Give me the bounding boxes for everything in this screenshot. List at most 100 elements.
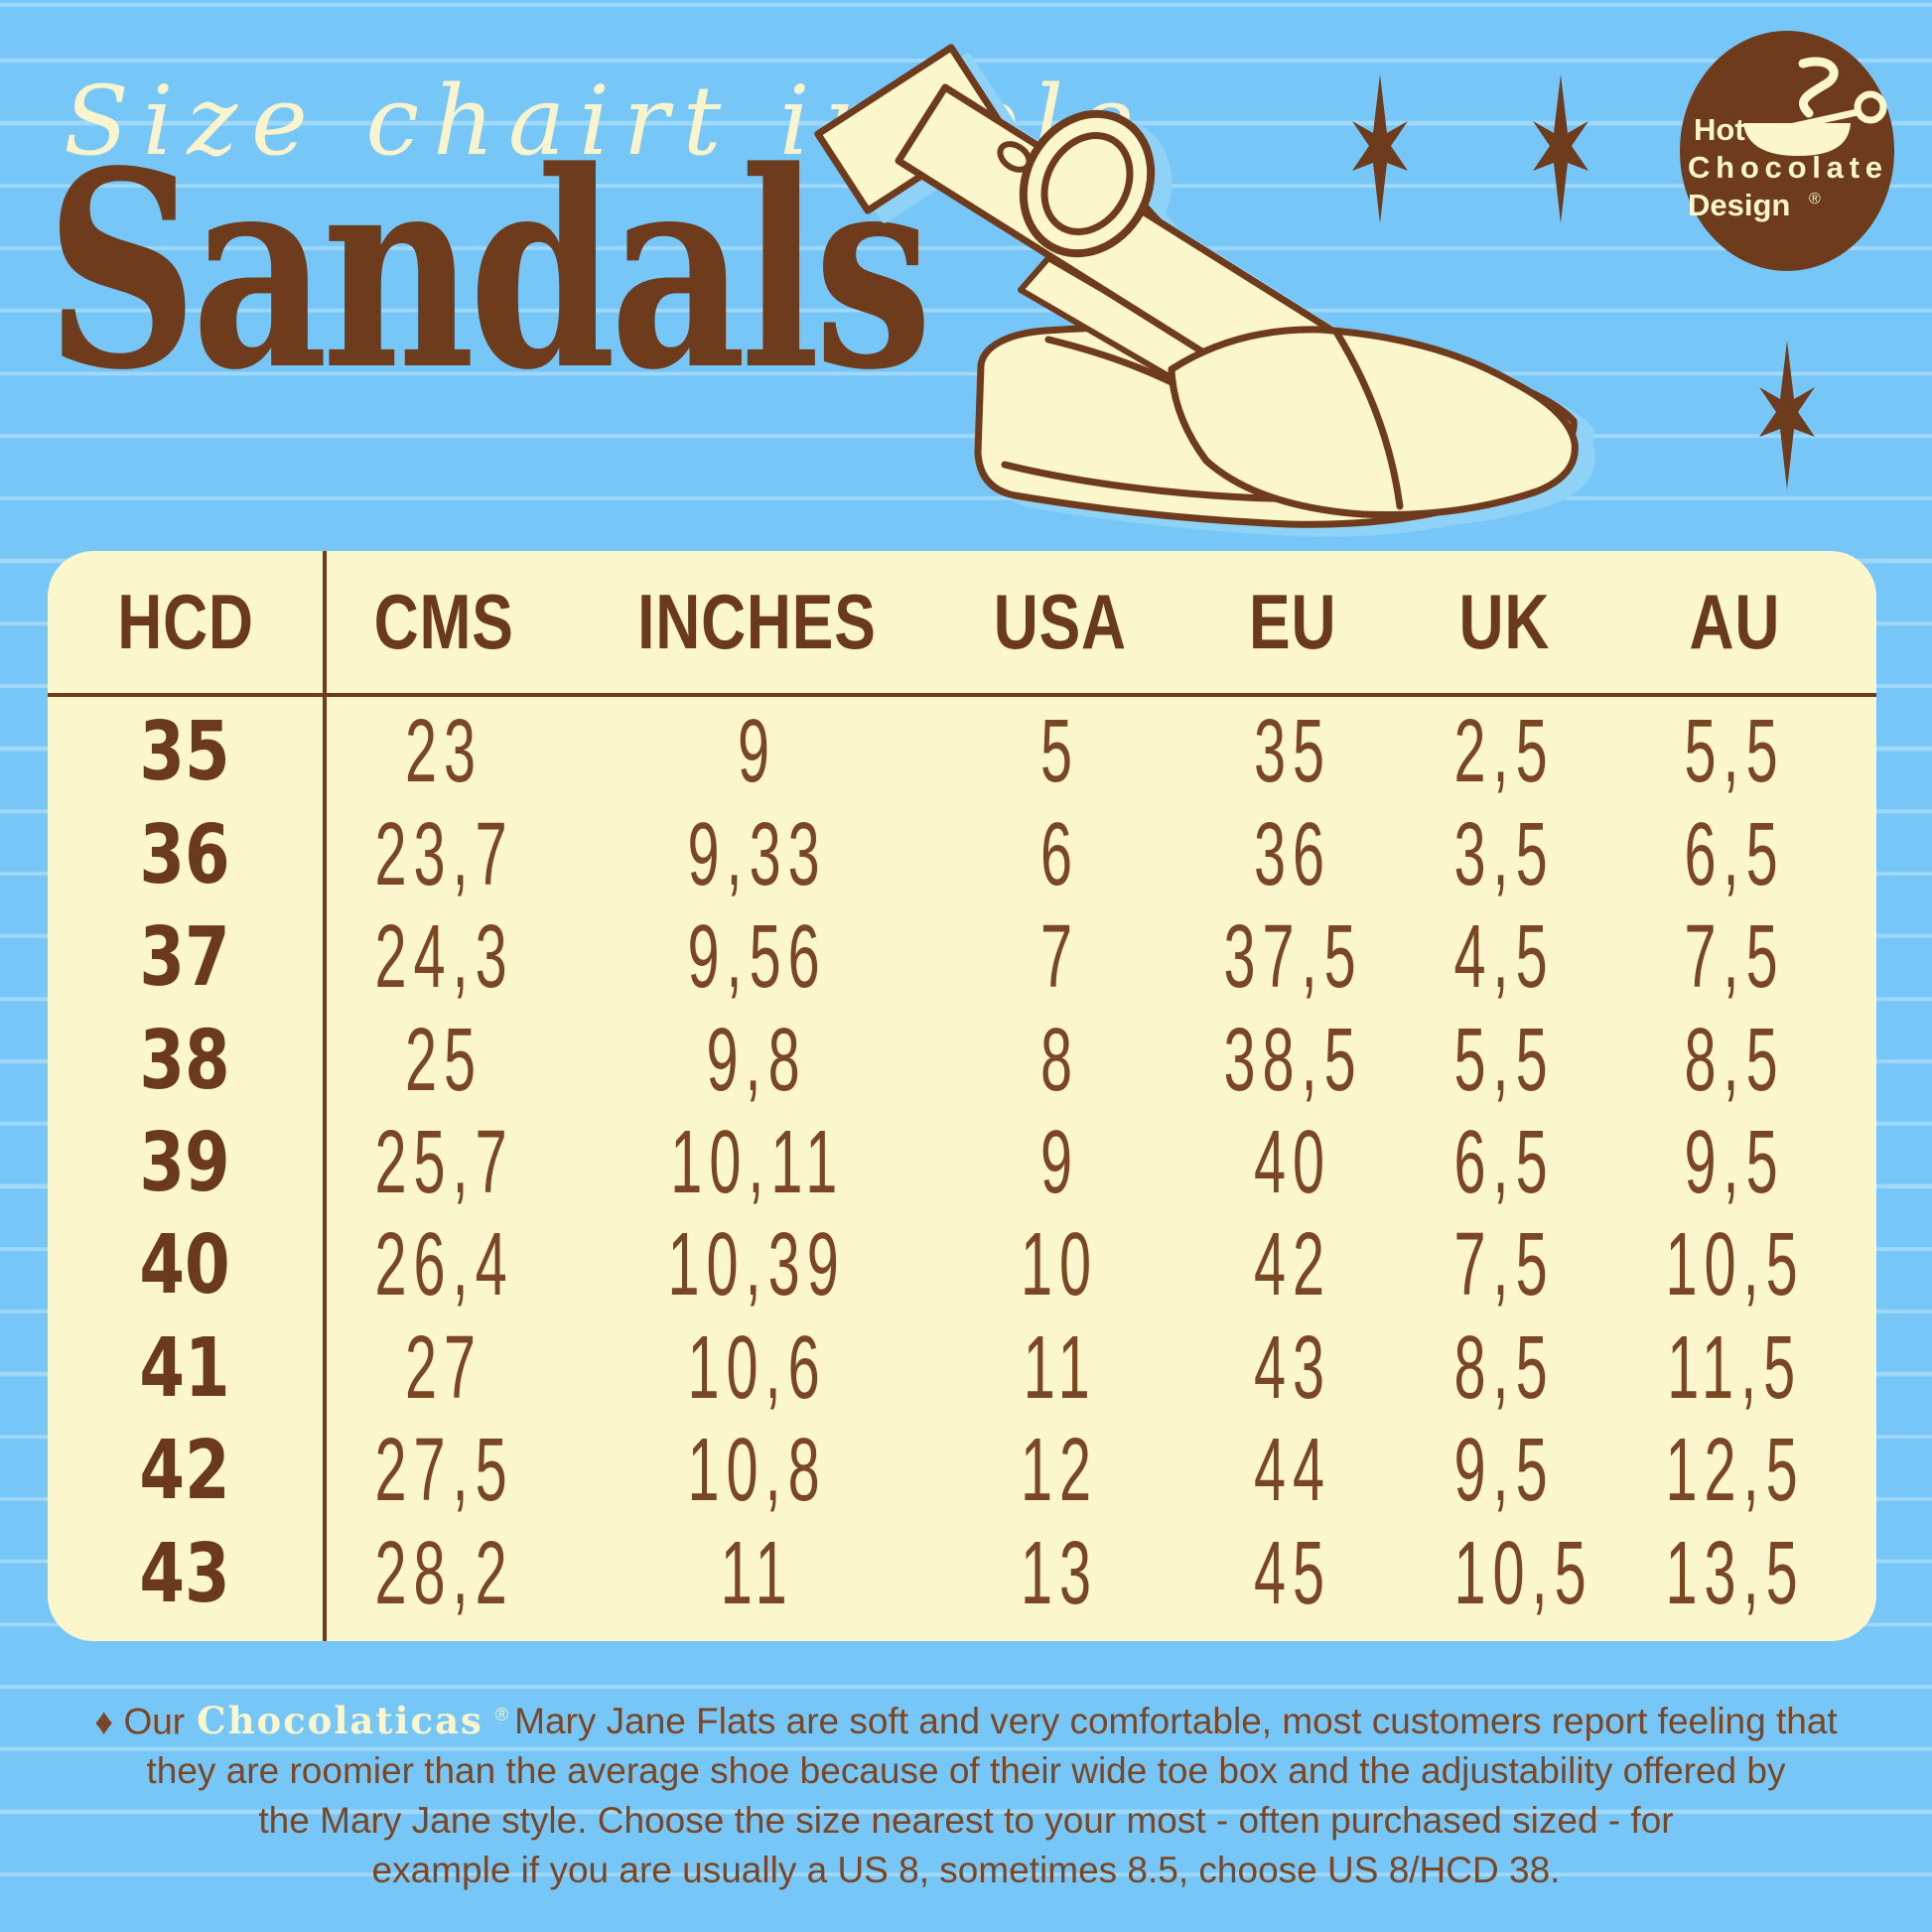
- brand-name: Chocolaticas: [197, 1699, 483, 1743]
- size-value-cell: 11: [1023, 1317, 1097, 1418]
- column-header-cms: CMS: [373, 578, 515, 665]
- size-value-cell: 25,7: [374, 1112, 514, 1212]
- footer-intro: ♦ Our: [94, 1701, 186, 1742]
- hot-chocolate-design-logo: Hot Chocolate Design ®: [1680, 31, 1894, 271]
- size-value-cell: 7,5: [1453, 1215, 1555, 1315]
- footer-line: the Mary Jane style. Choose the size nea…: [258, 1800, 1674, 1842]
- size-chart-panel: HCD CMS INCHES USA EU UK AU 35 23 9 5 35 2,5 5…: [48, 551, 1876, 1641]
- table-row: 37 24,3 9,56 7 37,5 4,5 7,5: [48, 906, 1876, 1009]
- table-row: 43 28,2 11 13 45 10,5 13,5: [48, 1523, 1876, 1625]
- table-row: 38 25 9,8 8 38,5 5,5 8,5: [48, 1010, 1876, 1112]
- footer-line: they are roomier than the average shoe b…: [146, 1750, 1786, 1792]
- logo-registered-mark: ®: [1809, 191, 1821, 207]
- size-value-cell: 6,5: [1453, 1112, 1555, 1212]
- size-value-cell: 44: [1254, 1421, 1332, 1521]
- size-value-cell: 13: [1021, 1523, 1099, 1623]
- size-value-cell: 5,5: [1453, 1010, 1555, 1110]
- size-value-cell: 9,33: [687, 804, 827, 904]
- size-value-cell: 7,5: [1684, 907, 1786, 1008]
- footer-line: example if you are usually a US 8, somet…: [371, 1850, 1561, 1891]
- size-value-cell: 43: [1254, 1317, 1332, 1418]
- size-value-cell: 23: [405, 702, 483, 802]
- size-value-cell: 36: [1254, 804, 1332, 904]
- table-header-row: HCD CMS INCHES USA EU UK AU: [48, 551, 1876, 697]
- size-value-cell: 13,5: [1665, 1523, 1805, 1623]
- starburst-icon: [1533, 74, 1588, 223]
- size-value-cell: 8: [1039, 1010, 1080, 1110]
- size-value-cell: 10,11: [669, 1112, 845, 1212]
- size-value-cell: 12,5: [1665, 1421, 1805, 1521]
- hcd-size-cell: 42: [139, 1424, 231, 1519]
- size-value-cell: 6,5: [1684, 804, 1786, 904]
- size-value-cell: 38,5: [1223, 1010, 1363, 1110]
- column-header-au: AU: [1689, 578, 1781, 665]
- hcd-size-cell: 35: [139, 705, 231, 800]
- table-row: 41 27 10,6 11 43 8,5 11,5: [48, 1317, 1876, 1420]
- size-value-cell: 9,5: [1684, 1112, 1786, 1212]
- hcd-size-cell: 41: [139, 1320, 231, 1416]
- size-value-cell: 11,5: [1667, 1317, 1803, 1418]
- size-value-cell: 10,5: [1453, 1523, 1593, 1623]
- size-value-cell: 11: [720, 1523, 794, 1623]
- size-value-cell: 9: [737, 702, 777, 802]
- size-value-cell: 12: [1021, 1421, 1099, 1521]
- size-value-cell: 35: [1254, 702, 1332, 802]
- size-value-cell: 10,5: [1665, 1215, 1805, 1315]
- size-value-cell: 25: [405, 1010, 483, 1110]
- size-value-cell: 26,4: [374, 1215, 514, 1315]
- size-value-cell: 23,7: [374, 804, 514, 904]
- hcd-size-cell: 40: [139, 1218, 231, 1313]
- logo-text-design: Design: [1688, 188, 1790, 222]
- size-value-cell: 9,5: [1453, 1421, 1555, 1521]
- hcd-size-cell: 37: [139, 910, 231, 1006]
- size-value-cell: 37,5: [1223, 907, 1363, 1008]
- table-row: 40 26,4 10,39 10 42 7,5 10,5: [48, 1214, 1876, 1316]
- column-header-inches: INCHES: [637, 578, 877, 665]
- size-value-cell: 42: [1254, 1215, 1332, 1315]
- table-row: 36 23,7 9,33 6 36 3,5 6,5: [48, 804, 1876, 906]
- column-header-hcd: HCD: [116, 578, 254, 665]
- size-value-cell: 10,8: [687, 1421, 827, 1521]
- size-value-cell: 28,2: [374, 1523, 514, 1623]
- size-value-cell: 24,3: [374, 907, 514, 1008]
- size-value-cell: 4,5: [1453, 907, 1555, 1008]
- starburst-icon: [1352, 74, 1408, 223]
- registered-mark: ®: [494, 1705, 509, 1725]
- table-body: 35 23 9 5 35 2,5 5,5 36 23,7 9,33 6 36 3,5 6,5 37 24,3 9…: [48, 697, 1876, 1635]
- footer-note: ♦ Our Chocolaticas ® Mary Jane Flats are so…: [0, 1690, 1932, 1895]
- size-value-cell: 8,5: [1684, 1010, 1786, 1110]
- column-header-usa: USA: [993, 578, 1127, 665]
- table-row: 42 27,5 10,8 12 44 9,5 12,5: [48, 1420, 1876, 1522]
- size-value-cell: 5: [1039, 702, 1080, 802]
- sandal-shape: [817, 47, 1576, 525]
- size-value-cell: 27,5: [374, 1421, 514, 1521]
- cup-icon: [1743, 57, 1887, 156]
- hcd-size-cell: 36: [139, 807, 231, 902]
- size-value-cell: 2,5: [1453, 702, 1555, 802]
- logo-text-hot: Hot: [1694, 112, 1745, 147]
- page-title: Sandals: [46, 113, 932, 430]
- size-value-cell: 45: [1254, 1523, 1332, 1623]
- size-value-cell: 10,6: [687, 1317, 827, 1418]
- starburst-icon: [1759, 341, 1815, 489]
- sandal-illustration: [817, 47, 1592, 534]
- column-divider: [323, 551, 327, 1641]
- size-value-cell: 9: [1039, 1112, 1080, 1212]
- table-row: 39 25,7 10,11 9 40 6,5 9,5: [48, 1112, 1876, 1214]
- size-value-cell: 9,56: [687, 907, 827, 1008]
- size-value-cell: 10,39: [667, 1215, 847, 1315]
- table-row: 35 23 9 5 35 2,5 5,5: [48, 701, 1876, 803]
- size-value-cell: 10: [1021, 1215, 1099, 1315]
- size-value-cell: 27: [405, 1317, 483, 1418]
- size-value-cell: 6: [1039, 804, 1080, 904]
- size-value-cell: 8,5: [1453, 1317, 1555, 1418]
- size-value-cell: 9,8: [706, 1010, 808, 1110]
- footer-line: ♦ Our Chocolaticas ® Mary Jane Flats are so…: [0, 1690, 1932, 1746]
- size-value-cell: 40: [1254, 1112, 1332, 1212]
- footer-line1-rest: Mary Jane Flats are soft and very comfor…: [514, 1701, 1838, 1742]
- hcd-size-cell: 38: [139, 1013, 231, 1108]
- hcd-size-cell: 39: [139, 1115, 231, 1210]
- column-header-eu: EU: [1249, 578, 1337, 665]
- size-value-cell: 3,5: [1453, 804, 1555, 904]
